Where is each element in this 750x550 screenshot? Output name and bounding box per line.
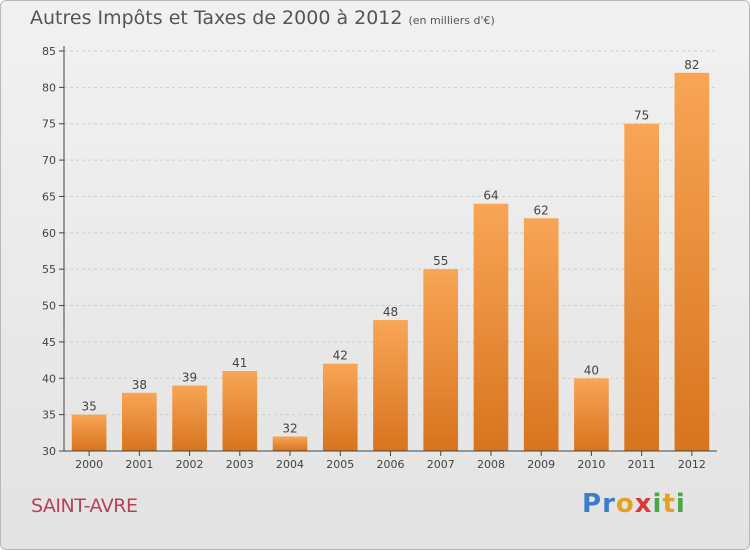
chart-title: Autres Impôts et Taxes de 2000 à 2012 (en… (30, 7, 495, 29)
x-tick-label: 2005 (326, 458, 354, 471)
bar-2012 (674, 72, 710, 452)
bar-value-label: 48 (383, 305, 398, 319)
x-tick-label: 2007 (427, 458, 455, 471)
y-tick-label: 55 (42, 263, 56, 276)
y-tick-label: 50 (42, 300, 56, 313)
bar-value-label: 40 (584, 363, 599, 377)
y-tick-label: 40 (42, 372, 56, 385)
logo-letter: t (662, 489, 676, 519)
y-tick-label: 60 (42, 227, 56, 240)
y-tick-label: 85 (42, 45, 56, 58)
bar-2005 (322, 363, 358, 451)
chart-title-unit: (en milliers d'€) (408, 14, 495, 27)
logo-letter: r (602, 489, 616, 519)
bar-2006 (373, 320, 408, 451)
bar-2000 (71, 414, 107, 451)
x-tick-label: 2006 (377, 458, 405, 471)
y-tick-label: 75 (42, 118, 56, 131)
proxiti-logo: Proxiti (582, 489, 686, 519)
y-tick-label: 30 (42, 445, 56, 458)
logo-letter: x (634, 489, 653, 519)
x-tick-label: 2011 (628, 458, 656, 471)
bars: 35 38 39 41 32 42 48 55 64 62 40 75 82 (71, 58, 710, 452)
y-tick-label: 35 (42, 409, 56, 422)
bar-value-label: 82 (684, 58, 699, 72)
x-tick-label: 2002 (176, 458, 204, 471)
bar-2011 (624, 123, 659, 452)
bar-value-label: 38 (132, 378, 147, 392)
bar-2009 (523, 218, 559, 451)
commune-name: SAINT-AVRE (31, 495, 138, 517)
chart-title-text: Autres Impôts et Taxes de 2000 à 2012 (30, 7, 403, 29)
x-tick-label: 2012 (678, 458, 706, 471)
bar-value-label: 39 (182, 371, 197, 385)
x-tick-label: 2003 (226, 458, 254, 471)
bar-2002 (172, 385, 207, 451)
bar-value-label: 35 (81, 400, 96, 414)
bar-value-label: 75 (634, 109, 649, 123)
bar-value-label: 64 (483, 189, 498, 203)
logo-letter: o (615, 489, 635, 519)
logo-letter: P (582, 489, 603, 519)
axes: 30 35 40 45 50 55 60 65 70 75 80 85 2000 2001 2002 2003… (42, 45, 717, 471)
bar-2010 (574, 378, 609, 451)
x-tick-label: 2008 (477, 458, 505, 471)
y-tick-label: 80 (42, 81, 56, 94)
bar-value-label: 55 (433, 254, 448, 268)
x-tick-label: 2010 (577, 458, 605, 471)
bar-2001 (122, 392, 157, 451)
bar-value-label: 41 (232, 356, 247, 370)
x-tick-label: 2009 (527, 458, 555, 471)
bar-value-label: 62 (534, 203, 549, 217)
bar-2008 (473, 203, 509, 451)
bar-value-label: 32 (282, 421, 297, 435)
x-tick-label: 2001 (125, 458, 153, 471)
x-tick-label: 2004 (276, 458, 304, 471)
y-tick-label: 70 (42, 154, 56, 167)
bar-2004 (272, 436, 308, 451)
logo-letter: i (675, 489, 686, 519)
logo-letter: i (652, 489, 663, 519)
y-tick-label: 45 (42, 336, 56, 349)
bar-2007 (423, 269, 459, 451)
bar-value-label: 42 (333, 349, 348, 363)
bar-2003 (222, 371, 258, 451)
x-tick-label: 2000 (75, 458, 103, 471)
y-tick-label: 65 (42, 190, 56, 203)
